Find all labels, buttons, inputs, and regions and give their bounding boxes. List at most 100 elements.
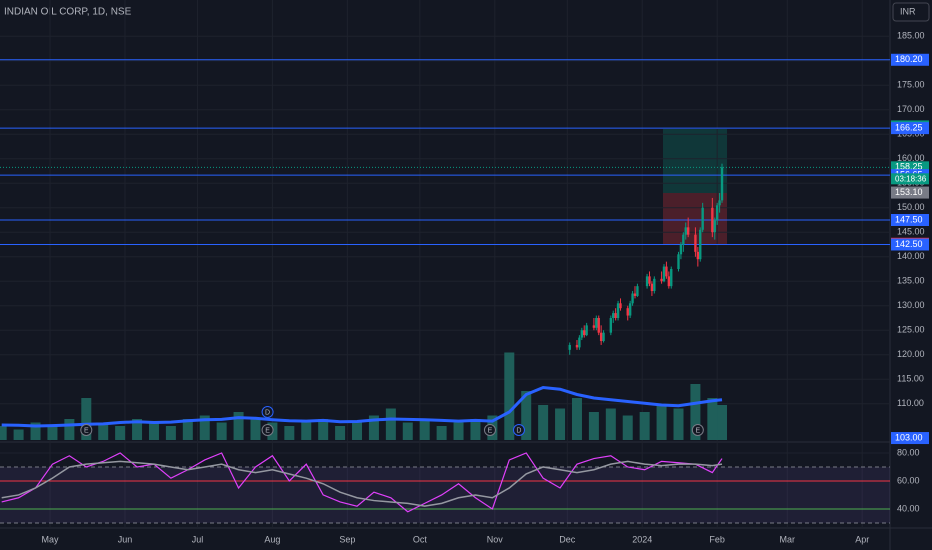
candle-body [585, 325, 588, 336]
currency[interactable]: INR [900, 6, 916, 16]
candle-body [720, 167, 724, 201]
volume-bar [555, 408, 566, 440]
y-tick-label: 170.00 [897, 104, 925, 114]
volume-bar [98, 422, 109, 440]
volume-bar [30, 422, 41, 440]
event-label: D [516, 427, 521, 434]
candle-body [699, 229, 702, 260]
volume-bar [385, 408, 396, 440]
candle-body [631, 293, 634, 304]
currency-box[interactable] [892, 2, 930, 22]
level-label-bg [891, 53, 929, 66]
volume-bar [538, 404, 549, 440]
level-label-bg [891, 432, 929, 445]
candle-body [616, 303, 620, 318]
candle-body [614, 313, 617, 318]
volume-bar [165, 425, 176, 440]
candle-body [648, 276, 651, 284]
volume-ma [1, 385, 723, 428]
position-profit[interactable] [663, 129, 727, 193]
x-tick-label: Jun [118, 534, 133, 544]
event-marker [691, 424, 704, 436]
candle-body [599, 332, 603, 342]
event-label: E [84, 427, 89, 434]
level-label-bg [891, 214, 929, 226]
candle-body [580, 330, 584, 338]
volume-bar [301, 422, 312, 440]
candle-body [597, 317, 600, 333]
volume-bar [605, 408, 616, 440]
candle-body [679, 244, 683, 255]
volume-bar [707, 397, 718, 440]
level-label: 103.00 [895, 432, 923, 442]
volume-bar [521, 390, 532, 440]
event-marker [261, 406, 274, 418]
candle-body [592, 325, 596, 328]
volume-bar [0, 425, 7, 440]
volume-bar [419, 418, 430, 440]
candle-body [684, 227, 687, 235]
candle-body [694, 234, 697, 252]
volume-bar [148, 422, 159, 440]
candle-body [636, 286, 639, 296]
y-tick-label: 120.00 [897, 349, 925, 359]
volume-bar [656, 404, 667, 440]
rsi-tick-label: 60.00 [897, 475, 920, 485]
volume-bar [690, 383, 701, 440]
volume-bar [717, 404, 728, 440]
candle-body [609, 317, 613, 333]
level-label: 180.20 [895, 54, 923, 64]
volume-bar [250, 418, 261, 440]
level-label-bg [891, 186, 929, 199]
level-label-bg [891, 238, 929, 251]
y-tick-label: 185.00 [897, 31, 925, 41]
candle-body [602, 332, 605, 342]
volume-bar [318, 418, 329, 440]
candle-body [660, 278, 663, 282]
volume-bar [453, 422, 464, 440]
volume-bar [47, 425, 58, 440]
volume-bar [588, 411, 599, 440]
candle-body [575, 344, 579, 348]
volume-bar [199, 415, 210, 440]
y-tick-label: 130.00 [897, 300, 925, 310]
event-marker [483, 424, 496, 436]
event-label: E [695, 427, 700, 434]
volume-bar [115, 425, 126, 440]
volume-bar [132, 418, 143, 440]
volume-bar [182, 418, 193, 440]
rsi-tick-label: 40.00 [897, 503, 920, 513]
y-tick-label: 115.00 [897, 374, 924, 384]
level-label: 147.50 [895, 214, 923, 224]
x-tick-label: Dec [559, 534, 576, 544]
y-tick-label: 135.00 [897, 276, 925, 286]
volume-bar [64, 418, 75, 440]
y-tick-label: 160.00 [897, 153, 925, 163]
x-tick-label: 2024 [632, 534, 652, 544]
volume-bar [335, 425, 346, 440]
candle-body [715, 205, 719, 220]
candle-body [645, 276, 649, 287]
y-tick-label: 150.00 [897, 202, 925, 212]
candle-body [682, 234, 685, 245]
y-tick-label: 145.00 [897, 227, 925, 237]
candle-body [713, 220, 716, 233]
x-tick-label: Aug [264, 534, 280, 544]
level-label: 158.25 [895, 162, 923, 172]
volume-bar [81, 397, 92, 440]
x-tick-label: Apr [855, 534, 869, 544]
x-tick-label: May [42, 534, 60, 544]
level-label: 142.50 [895, 239, 923, 249]
level-label: 166.25 [895, 123, 923, 133]
candle-body [619, 303, 622, 309]
volume-bar [368, 415, 379, 440]
volume-bar [233, 411, 244, 440]
rsi-line [1, 460, 723, 507]
y-tick-label: 125.00 [897, 325, 925, 335]
x-tick-label: Nov [487, 534, 504, 544]
volume-bar [673, 408, 684, 440]
candle-body [686, 227, 690, 235]
y-tick-label: 110.00 [897, 398, 924, 408]
